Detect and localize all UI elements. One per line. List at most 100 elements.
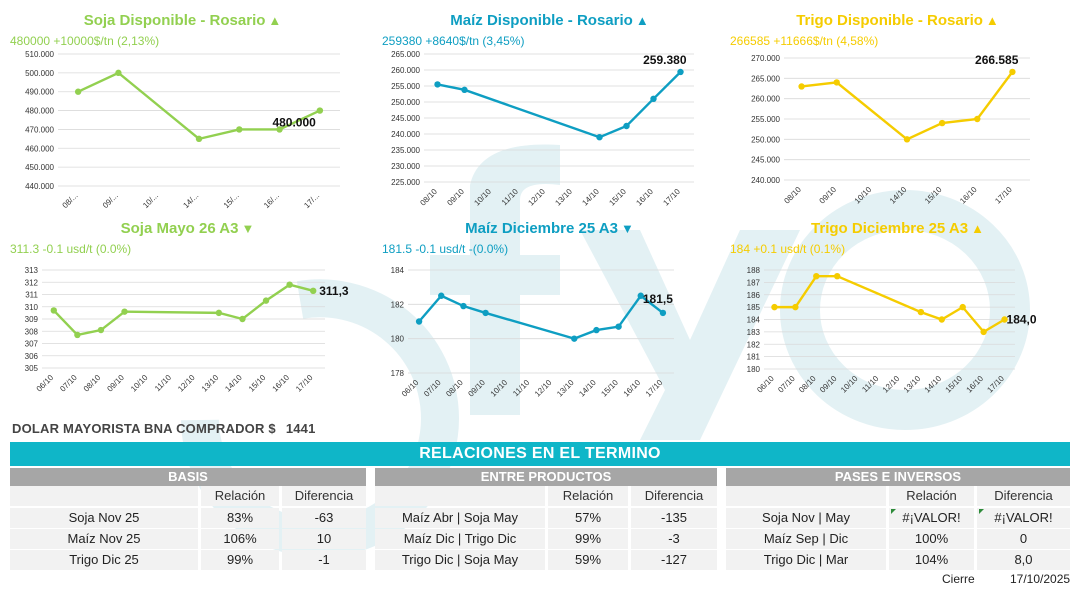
y-tick-label: 265.000 [391, 50, 420, 59]
cell-relacion: 106% [201, 529, 279, 549]
cell-relacion: 99% [548, 529, 628, 549]
table-row: Maíz Dic | Trigo Dic 99% -3 [375, 529, 717, 549]
cell-label: Trigo Dic | Soja May [375, 550, 545, 570]
column-header-empty [375, 486, 545, 506]
chart-title: Trigo Diciembre 25 A3 ▲ [811, 220, 984, 237]
data-point [434, 81, 441, 88]
cell-label: Maíz Abr | Soja May [375, 508, 545, 528]
chart-subtitle: 480000 +10000$/tn (2,13%) [10, 34, 160, 48]
x-tick-label: 07/10 [422, 378, 443, 399]
triangle-up-icon: ▲ [268, 13, 282, 28]
x-tick-label: 06/10 [755, 374, 776, 395]
column-header-relacion: Relación [201, 486, 279, 506]
data-point [74, 88, 82, 95]
y-tick-label: 185 [747, 303, 761, 312]
x-tick-label: 15/10 [607, 187, 628, 208]
y-tick-label: 184 [747, 316, 761, 325]
cell-relacion: 104% [889, 550, 974, 570]
cell-diferencia: -135 [631, 508, 717, 528]
x-tick-label: 15/10 [923, 185, 944, 206]
y-tick-label: 480.000 [25, 107, 54, 116]
x-tick-label: 16/10 [958, 185, 979, 206]
data-point [833, 79, 840, 86]
cell-relacion: 100% [889, 529, 974, 549]
chart-title: Maíz Diciembre 25 A3 ▼ [465, 220, 634, 237]
x-tick-label: 15/10 [944, 374, 965, 395]
y-tick-label: 178 [391, 369, 405, 378]
line-chart-soja-disponible: 510.000 500.000 490.000 480.000 470.000 460.0… [25, 50, 340, 210]
x-tick-label: 13/10 [553, 187, 574, 208]
data-point [903, 136, 911, 143]
cell-label: Trigo Dic | Mar [726, 550, 886, 570]
table-pases-inversos: PASES E INVERSOS Relación Diferencia Soj… [726, 468, 1070, 570]
table-row: Soja Nov | May #¡VALOR! #¡VALOR! [726, 508, 1070, 528]
x-tick-label: 07/10 [776, 374, 797, 395]
column-header-empty [10, 486, 198, 506]
cell-diferencia: #¡VALOR! [977, 508, 1070, 528]
data-point [637, 292, 644, 299]
table-header-row: Relación Diferencia [726, 486, 1070, 506]
y-tick-label: 510.000 [25, 50, 54, 59]
data-point [771, 303, 778, 311]
data-point [677, 68, 684, 76]
column-header-relacion: Relación [889, 486, 974, 506]
cell-diferencia: -63 [282, 508, 366, 528]
y-tick-label: 306 [25, 352, 39, 361]
data-point [593, 326, 600, 334]
triangle-up-icon: ▲ [985, 13, 999, 28]
chart-title: Soja Mayo 26 A3 ▼ [120, 220, 255, 237]
data-point [262, 297, 270, 304]
x-tick-label: 09/10 [818, 185, 839, 206]
x-tick-label: 09/... [101, 191, 120, 210]
y-tick-label: 180 [391, 335, 405, 344]
x-tick-label: 12/10 [176, 373, 197, 394]
x-tick-label: 08/10 [797, 374, 818, 395]
cell-relacion: 59% [548, 550, 628, 570]
x-tick-label: 08/10 [444, 378, 465, 399]
dolar-label: DOLAR MAYORISTA BNA COMPRADOR $ [12, 421, 276, 436]
y-tick-label: 184 [391, 266, 405, 275]
y-tick-label: 180 [747, 365, 761, 374]
last-value-label: 311,3 [319, 284, 349, 298]
y-tick-label: 181 [747, 353, 761, 362]
y-tick-label: 188 [747, 266, 761, 275]
y-tick-label: 250.000 [391, 98, 420, 107]
cell-label: Maíz Nov 25 [10, 529, 198, 549]
data-point [74, 331, 81, 339]
data-point [1001, 316, 1008, 323]
y-tick-label: 186 [747, 291, 761, 300]
table-row: Maíz Sep | Dic 100% 0 [726, 529, 1070, 549]
chart-subtitle: 266585 +11666$/tn (4,58%) [730, 34, 879, 48]
x-tick-label: 16/10 [622, 378, 643, 399]
x-tick-label: 08/10 [782, 185, 803, 206]
last-value-label: 259.380 [643, 53, 687, 67]
chart-panel-soja-mayo: Soja Mayo 26 A3 ▼ 311.3 -0.1 usd/t (0.0%)… [10, 220, 365, 420]
chart-subtitle: 184 +0.1 usd/t (0.1%) [730, 242, 846, 256]
x-tick-label: 13/10 [902, 374, 923, 395]
x-tick-label: 14/10 [577, 378, 598, 399]
data-point [917, 308, 925, 316]
x-tick-label: 10/10 [839, 374, 860, 395]
last-value-label: 184,0 [1007, 313, 1037, 327]
relaciones-title-bar: RELACIONES EN EL TERMINO [10, 442, 1070, 466]
line-chart-maiz-disponible: 265.000 260.000 255.000 250.000 245.000 240.0… [391, 50, 694, 208]
y-tick-label: 309 [25, 315, 39, 324]
x-tick-label: 12/10 [526, 187, 547, 208]
cierre-date: 17/10/2025 [1010, 572, 1071, 586]
data-point [310, 287, 317, 295]
chart-panel-maiz-diciembre: Maíz Diciembre 25 A3 ▼ 181.5 -0.1 usd/t -… [382, 220, 717, 420]
chart-title: Soja Disponible - Rosario ▲ [83, 12, 282, 29]
column-header-diferencia: Diferencia [977, 486, 1070, 506]
x-tick-label: 15/10 [599, 378, 620, 399]
chart-subtitle: 181.5 -0.1 usd/t -(0.0%) [382, 242, 509, 256]
cell-relacion: #¡VALOR! [889, 508, 974, 528]
x-tick-label: 16/10 [634, 187, 655, 208]
data-point [460, 302, 467, 310]
triangle-down-icon: ▼ [241, 221, 255, 236]
triangle-up-icon: ▲ [635, 13, 649, 28]
x-tick-label: 11/10 [153, 373, 173, 393]
data-point [97, 326, 105, 334]
x-tick-label: 06/10 [400, 378, 421, 399]
y-tick-label: 255.000 [751, 115, 780, 124]
